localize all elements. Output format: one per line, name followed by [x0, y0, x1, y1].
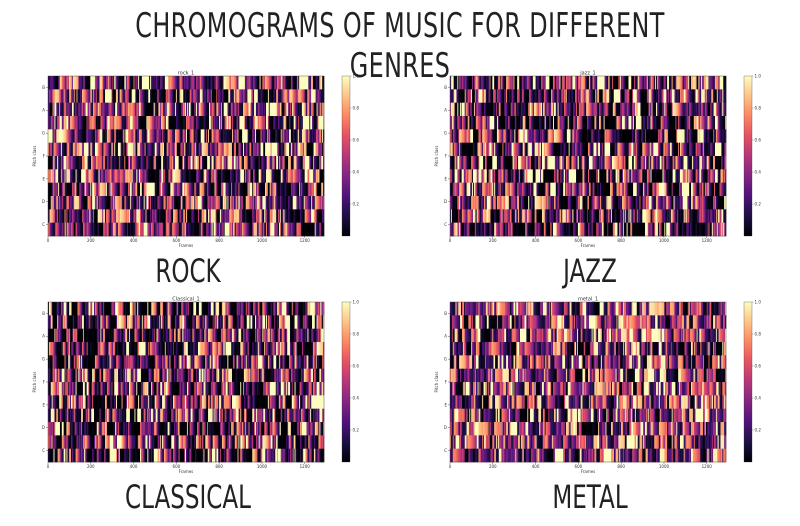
plot-title: rock_1 [178, 71, 194, 77]
colorbar-tick-label: 0.8 [353, 105, 360, 110]
chromogram-jazz: jazz_1CDEFGAB0 200 400 600 800 1000 1200Frames… [432, 70, 772, 250]
genre-label-rock: ROCK [80, 252, 296, 290]
y-tick-label: F [43, 153, 46, 158]
y-tick-label: E [42, 176, 45, 181]
y-tick-label: B [42, 85, 45, 90]
x-tick-label: 1200 [300, 238, 311, 243]
chart-panel-jazz: jazz_1 C D E F G A B 0 200 400 600 800 1000 1200 Frames… [432, 70, 772, 250]
y-tick-label: G [42, 131, 45, 136]
chart-panel-rock: rock_1 C D E F G A B 0 200 400 600 800 1000 1200 Frames… [30, 70, 370, 250]
x-axis-label: Frames [179, 243, 194, 248]
colorbar-tick-label: 0.2 [353, 201, 360, 206]
plot-title: jazz_1 [579, 71, 595, 77]
x-tick-label: 0 [47, 238, 50, 243]
y-tick-label: C [42, 222, 45, 227]
heatmap-cells [48, 76, 324, 236]
colorbar-tick-label: 0.4 [353, 169, 360, 174]
heatmap-cells [450, 76, 726, 236]
y-tick-label: A [42, 108, 45, 113]
colorbar [342, 76, 350, 236]
x-tick-label: 800 [215, 238, 223, 243]
x-tick-label: 200 [87, 238, 95, 243]
y-axis-label: Pitch class [32, 146, 37, 167]
chromogram-rock: rock_1CDEFGAB0 200 400 600 800 1000 1200Frames… [30, 70, 370, 250]
colorbar-tick-label: 0.6 [353, 137, 360, 142]
y-tick-label: D [42, 199, 45, 204]
x-tick-label: 400 [130, 238, 138, 243]
colorbar-tick-label: 1.0 [353, 73, 360, 78]
x-tick-label: 1000 [257, 238, 268, 243]
